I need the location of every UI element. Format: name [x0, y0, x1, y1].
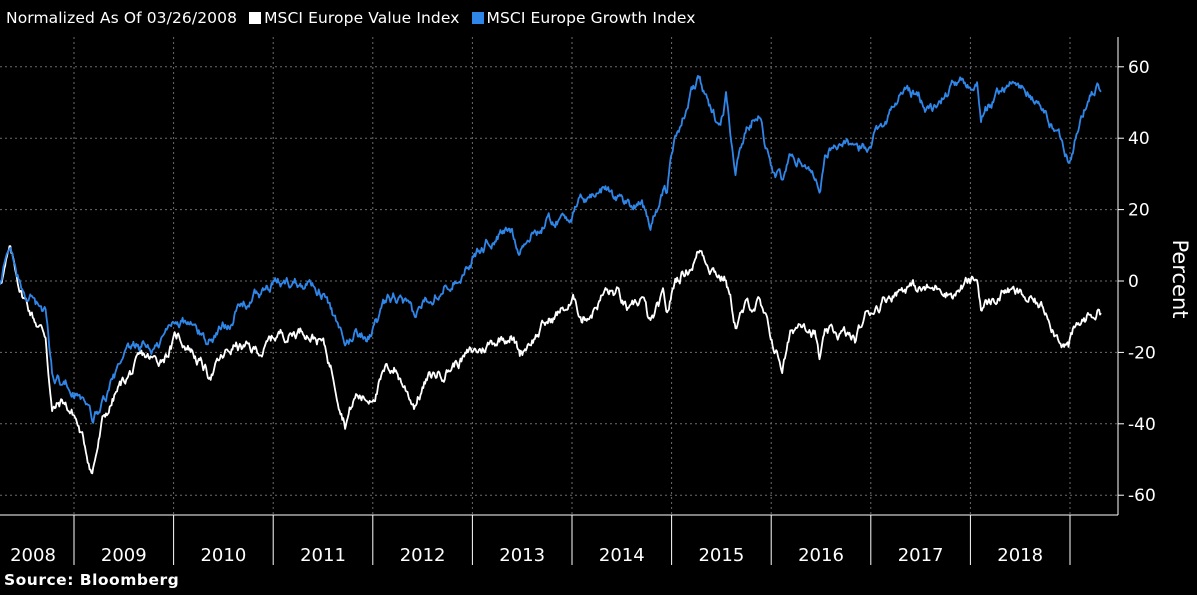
legend-label-value: MSCI Europe Value Index — [264, 9, 460, 27]
series-line-value — [0, 245, 1102, 475]
y-tick-label: -40 — [1128, 415, 1156, 435]
x-tick-label: 2012 — [400, 545, 446, 566]
legend: Normalized As Of 03/26/2008 MSCI Europe … — [6, 9, 696, 27]
x-tick-label: 2010 — [200, 545, 246, 566]
gridlines — [0, 37, 1118, 515]
y-axis-label: Percent — [1168, 239, 1192, 318]
y-tick-label: 20 — [1128, 201, 1150, 221]
y-tick-label: 0 — [1128, 272, 1139, 292]
legend-item-growth: MSCI Europe Growth Index — [471, 9, 696, 27]
series-line-growth — [0, 75, 1102, 424]
y-tick-label: -20 — [1128, 343, 1156, 363]
legend-swatch-value — [249, 12, 262, 24]
legend-label-growth: MSCI Europe Growth Index — [486, 9, 696, 27]
x-tick-label: 2015 — [698, 545, 744, 566]
x-tick-label: 2009 — [101, 545, 147, 566]
y-tick-label: 60 — [1128, 58, 1150, 78]
series-layer — [0, 75, 1102, 475]
normalized-label: Normalized As Of 03/26/2008 — [6, 9, 238, 27]
legend-swatch-growth — [471, 12, 484, 24]
x-tick-label: 2011 — [300, 545, 346, 566]
source-label: Source: Bloomberg — [4, 571, 180, 589]
y-tick-label: -60 — [1128, 486, 1156, 506]
x-tick-label: 2008 — [10, 545, 56, 566]
legend-item-value: MSCI Europe Value Index — [249, 9, 459, 27]
x-tick-label: 2014 — [599, 545, 645, 566]
x-tick-label: 2018 — [997, 545, 1043, 566]
axes: 60 40 20 0 -20 -40 -60 2008 2009 2010 2011 2012 2013… — [0, 37, 1156, 566]
y-tick-label: 40 — [1128, 129, 1150, 149]
x-tick-label: 2017 — [898, 545, 944, 566]
x-tick-label: 2013 — [499, 545, 545, 566]
x-tick-label: 2016 — [798, 545, 844, 566]
